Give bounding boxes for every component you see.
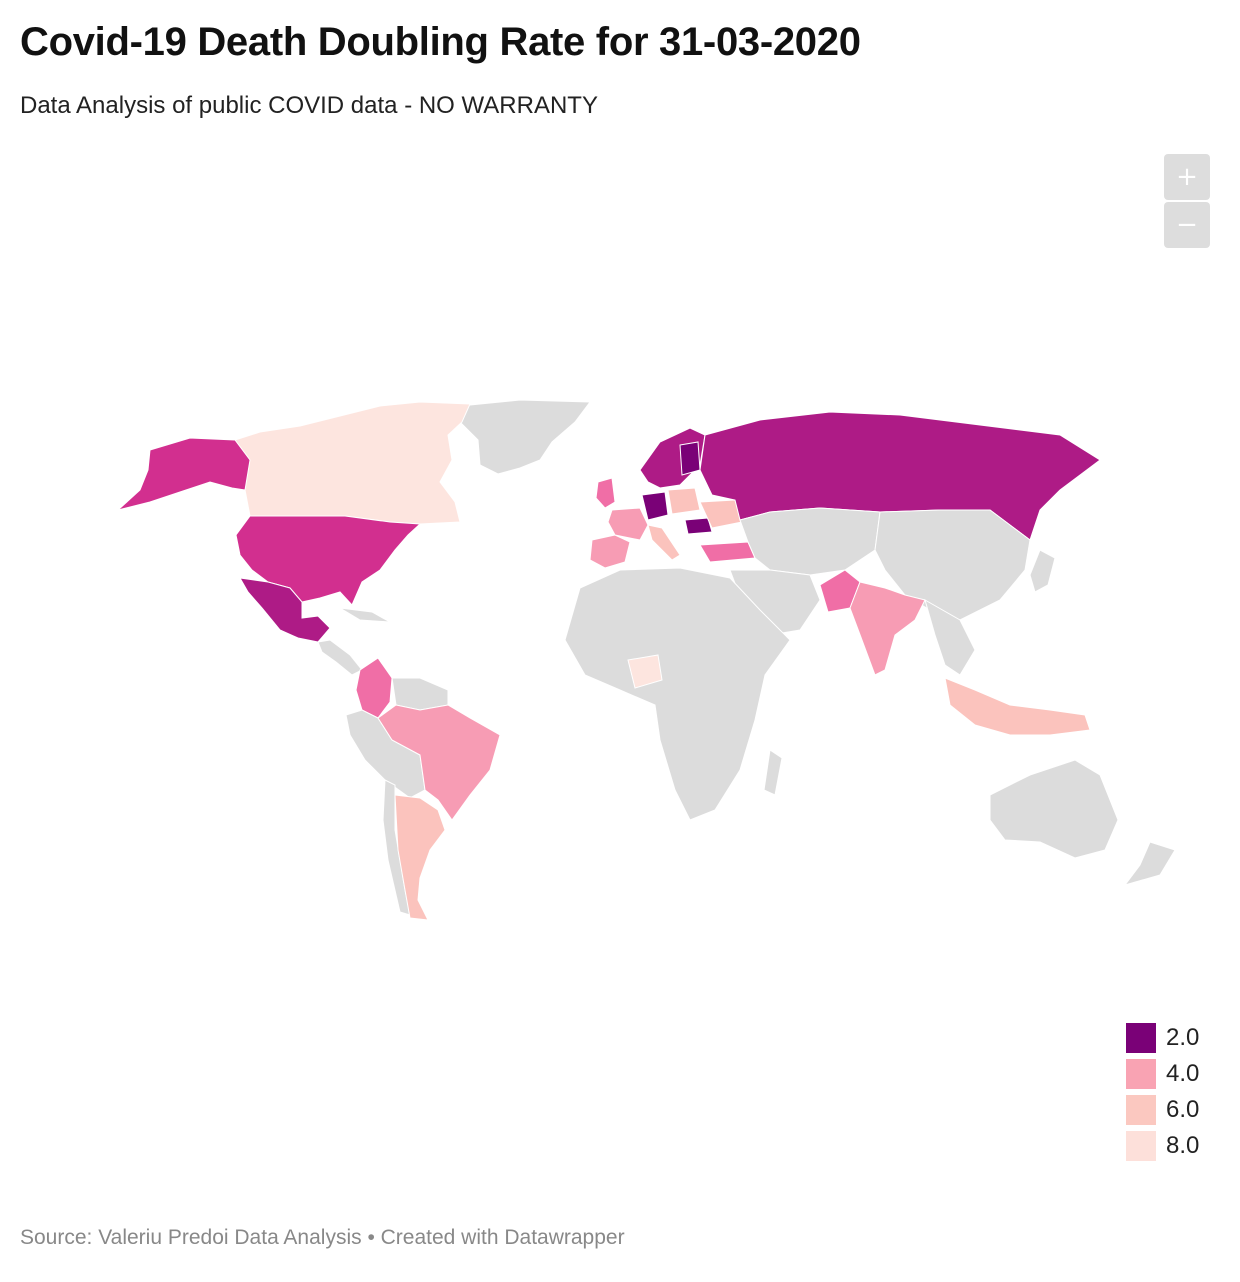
- germany[interactable]: [641, 491, 669, 521]
- finland[interactable]: [679, 441, 701, 476]
- colombia[interactable]: [355, 657, 393, 719]
- source-footer: Source: Valeriu Predoi Data Analysis • C…: [20, 1226, 625, 1249]
- legend: 2.0 4.0 6.0 8.0: [1126, 1020, 1199, 1164]
- legend-swatch: [1126, 1059, 1156, 1089]
- cuba[interactable]: [339, 607, 391, 623]
- spain-portugal[interactable]: [589, 534, 631, 569]
- brazil[interactable]: [377, 704, 501, 821]
- argentina[interactable]: [394, 794, 446, 921]
- central-asia[interactable]: [739, 507, 881, 576]
- legend-label: 2.0: [1166, 1024, 1200, 1051]
- china[interactable]: [874, 509, 1031, 621]
- india[interactable]: [849, 581, 926, 676]
- united-kingdom[interactable]: [595, 477, 616, 509]
- indonesia[interactable]: [944, 677, 1091, 736]
- legend-label: 8.0: [1166, 1132, 1200, 1159]
- legend-swatch: [1126, 1131, 1156, 1161]
- central-america[interactable]: [317, 639, 363, 676]
- greenland[interactable]: [438, 399, 591, 475]
- chart-subtitle: Data Analysis of public COVID data - NO …: [20, 92, 598, 119]
- new-zealand[interactable]: [1123, 841, 1176, 886]
- legend-swatch: [1126, 1023, 1156, 1053]
- australia[interactable]: [989, 759, 1119, 859]
- united-states[interactable]: [235, 515, 422, 606]
- legend-swatch: [1126, 1095, 1156, 1125]
- southeast-asia[interactable]: [924, 598, 976, 676]
- legend-item: 8.0: [1126, 1128, 1199, 1164]
- japan[interactable]: [1029, 549, 1056, 593]
- africa[interactable]: [564, 567, 791, 821]
- turkey[interactable]: [699, 541, 756, 563]
- romania[interactable]: [684, 517, 713, 535]
- nigeria[interactable]: [627, 654, 663, 689]
- venezuela[interactable]: [391, 677, 449, 711]
- mexico[interactable]: [239, 577, 331, 643]
- world-map[interactable]: [0, 130, 1240, 1010]
- france[interactable]: [607, 507, 649, 541]
- canada[interactable]: [234, 401, 471, 525]
- alaska[interactable]: [117, 437, 251, 511]
- chart-title: Covid-19 Death Doubling Rate for 31-03-2…: [20, 20, 861, 64]
- zoom-out-button[interactable]: −: [1164, 202, 1210, 248]
- legend-label: 4.0: [1166, 1060, 1200, 1087]
- zoom-in-button[interactable]: +: [1164, 154, 1210, 200]
- legend-label: 6.0: [1166, 1096, 1200, 1123]
- madagascar[interactable]: [763, 749, 783, 796]
- poland[interactable]: [667, 487, 701, 515]
- legend-item: 4.0: [1126, 1056, 1199, 1092]
- italy[interactable]: [647, 524, 681, 561]
- legend-item: 2.0: [1126, 1020, 1199, 1056]
- legend-item: 6.0: [1126, 1092, 1199, 1128]
